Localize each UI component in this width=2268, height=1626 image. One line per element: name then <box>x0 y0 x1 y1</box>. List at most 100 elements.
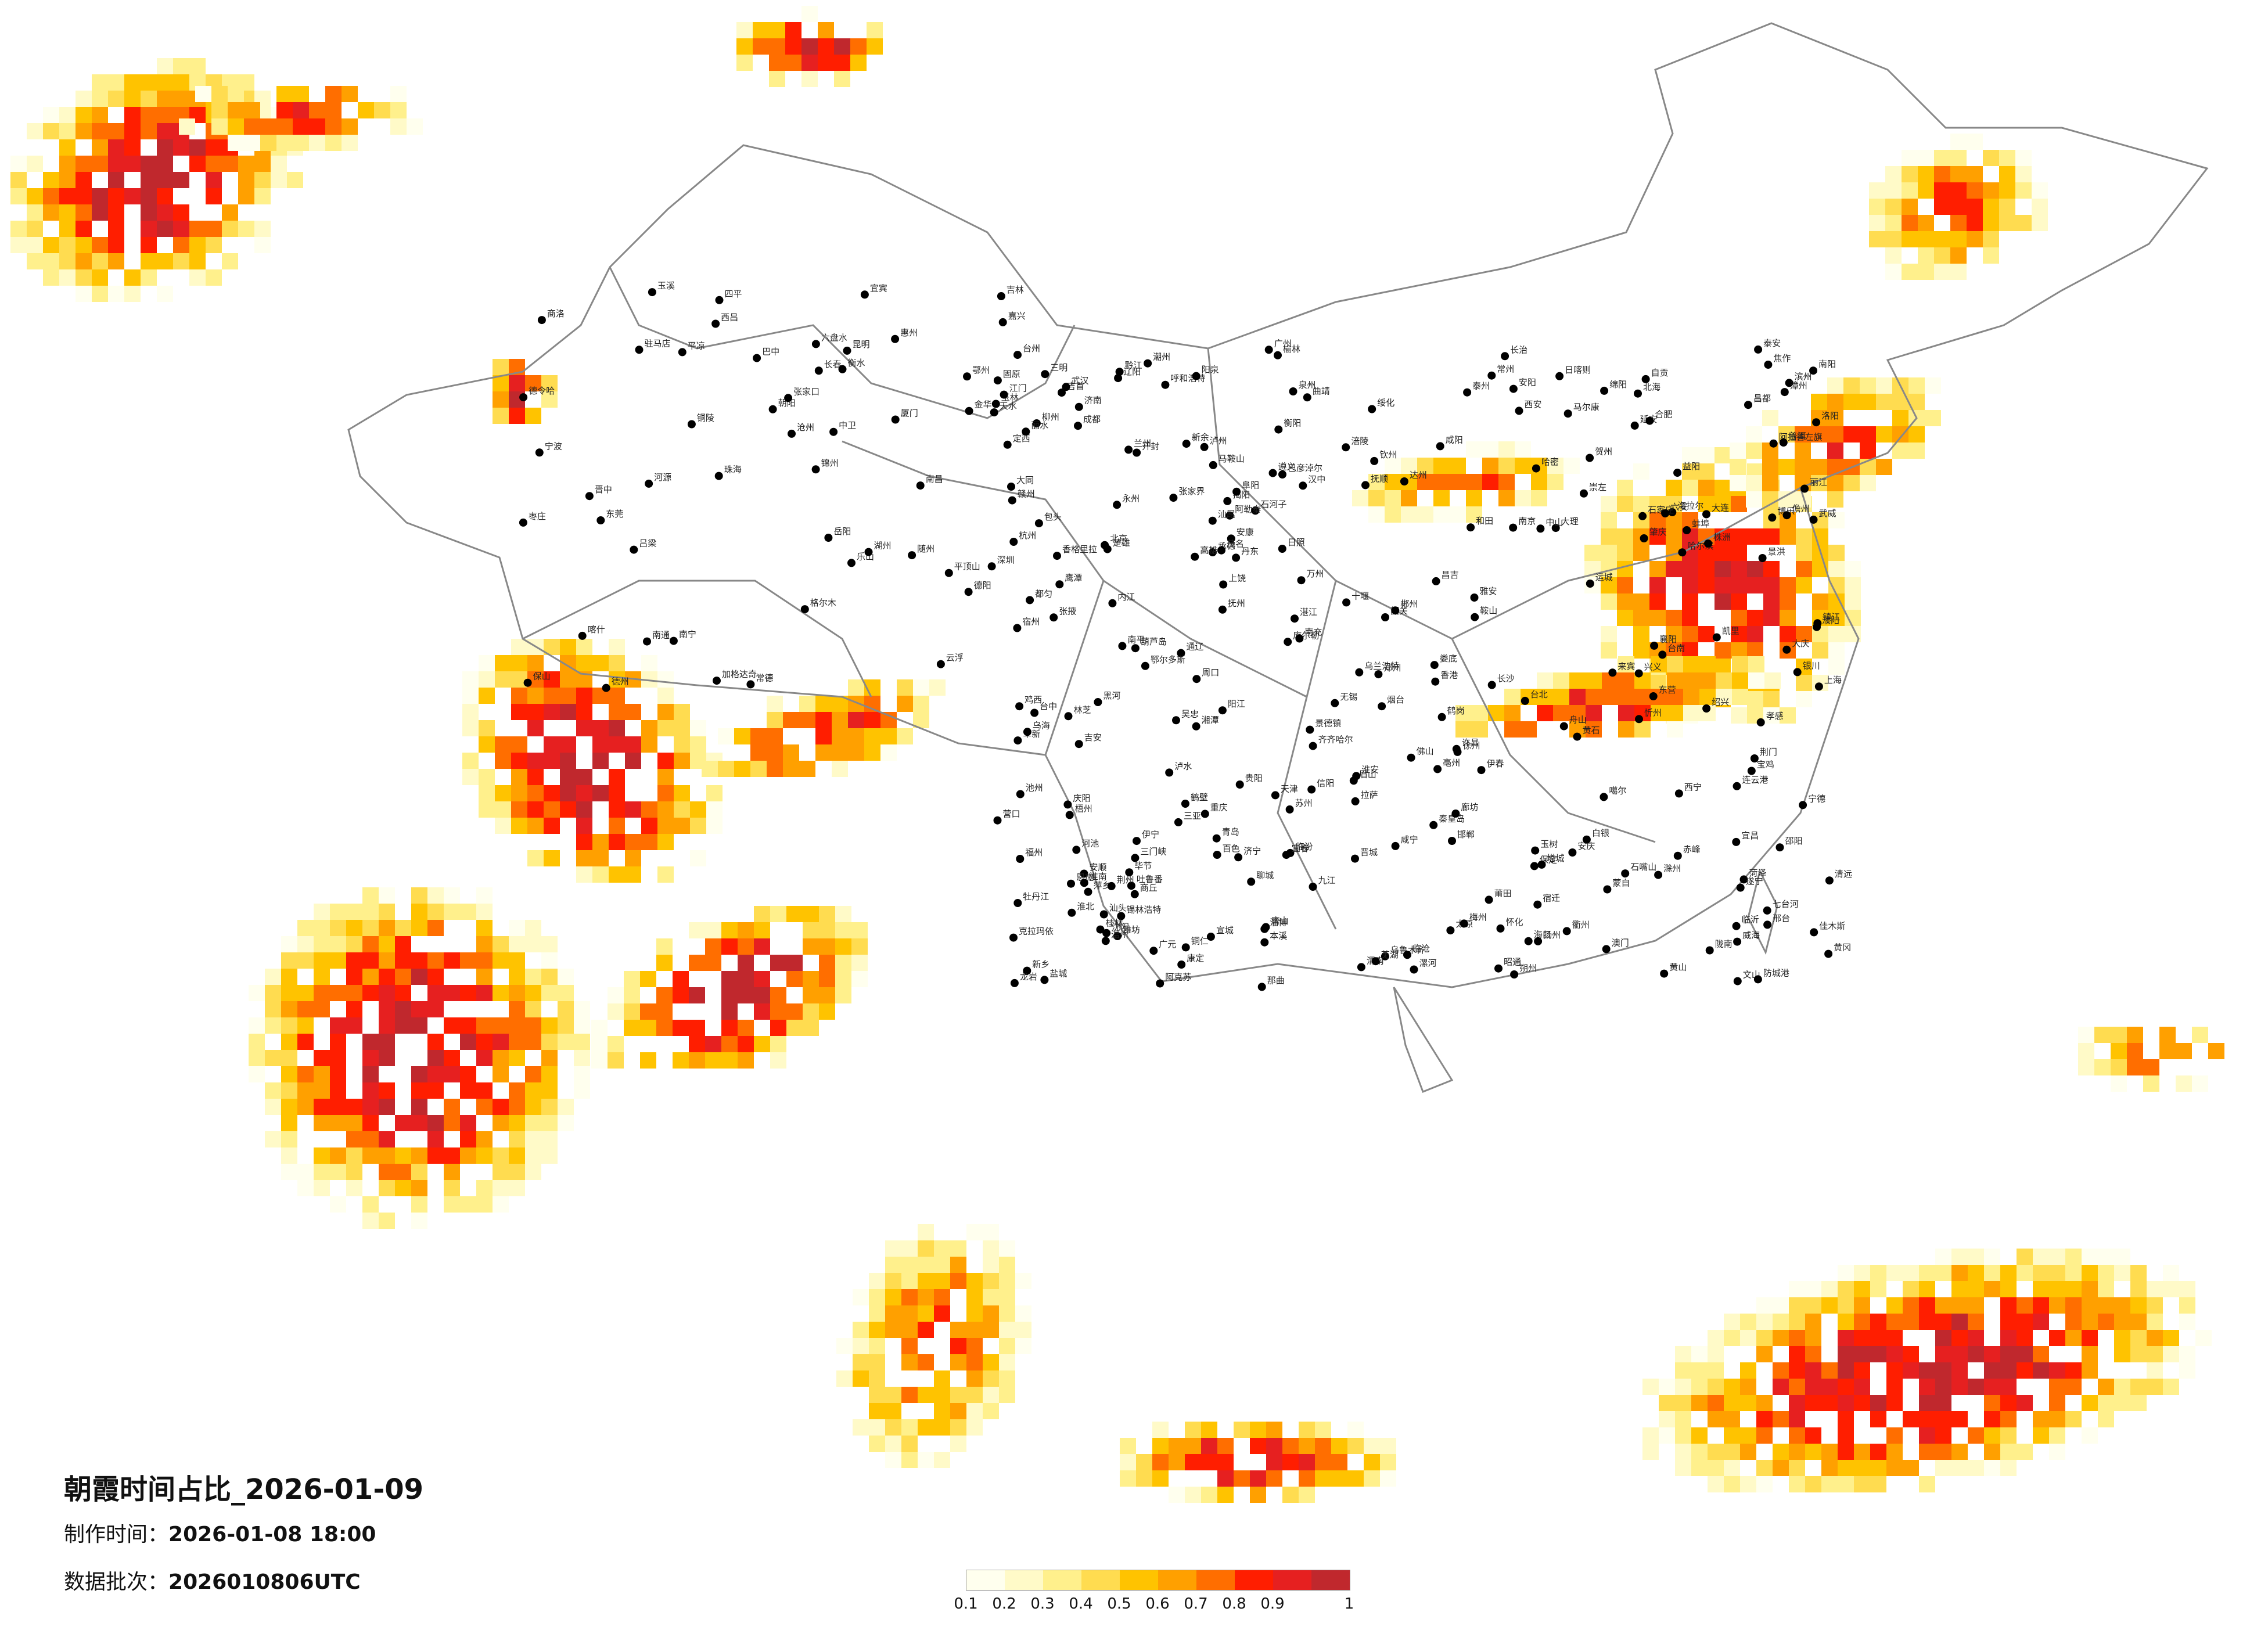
city-marker: 涪陵 <box>1342 436 1368 452</box>
city-marker: 广州 <box>1264 338 1292 354</box>
city-marker: 芜湖 <box>1371 949 1399 966</box>
city-marker: 萍乡 <box>1084 880 1111 896</box>
city-marker: 阿克苏 <box>1156 972 1191 988</box>
city-marker: 昆明 <box>843 339 870 355</box>
city-marker: 毕节 <box>1125 861 1152 877</box>
city-marker: 宝鸡 <box>1747 760 1774 775</box>
city-marker: 株洲 <box>1704 532 1731 548</box>
city-label: 滁州 <box>1663 864 1681 874</box>
city-marker: 忻州 <box>1635 707 1662 724</box>
city-label: 厦门 <box>901 408 918 419</box>
city-label: 绥化 <box>1377 398 1394 408</box>
city-marker: 六盘水 <box>811 332 847 348</box>
city-label: 平凉 <box>688 340 705 351</box>
legend-tick: 0.1 <box>954 1595 978 1613</box>
city-marker: 北海 <box>1634 382 1660 398</box>
city-label: 达州 <box>1410 470 1427 480</box>
city-marker: 珠海 <box>714 465 742 480</box>
city-label: 莆田 <box>1494 888 1512 898</box>
city-label: 信阳 <box>1317 778 1334 789</box>
city-label: 鹤岗 <box>1447 706 1465 716</box>
city-marker: 白银 <box>1582 828 1609 844</box>
city-label: 武汉 <box>1072 375 1089 386</box>
city-marker: 佛山 <box>1407 746 1434 762</box>
city-marker: 莆田 <box>1485 888 1512 904</box>
city-marker: 曲靖 <box>1303 386 1330 402</box>
city-marker: 舟山 <box>1559 715 1587 731</box>
city-label: 衡水 <box>848 358 865 368</box>
city-marker: 内江 <box>1108 592 1135 607</box>
city-label: 桂林 <box>1106 918 1123 929</box>
city-marker: 云浮 <box>936 653 964 668</box>
city-label: 宿州 <box>1022 617 1040 627</box>
city-label: 扬州 <box>1543 930 1561 940</box>
city-label: 驻马店 <box>645 338 671 348</box>
city-marker: 黑河 <box>1094 690 1120 706</box>
city-label: 抚顺 <box>1371 473 1388 484</box>
city-marker: 南宁 <box>669 629 696 645</box>
city-label: 咸阳 <box>1446 434 1463 445</box>
city-label: 百色 <box>1223 843 1240 854</box>
city-marker: 汉中 <box>1299 474 1325 490</box>
city-marker: 哈密 <box>1532 457 1559 473</box>
city-marker: 上饶 <box>1219 573 1246 589</box>
city-label: 温州 <box>1111 929 1128 940</box>
city-label: 荆州 <box>1117 875 1134 885</box>
city-marker: 河池 <box>1072 838 1099 854</box>
city-label: 鄂州 <box>972 365 990 375</box>
city-marker: 枣庄 <box>519 511 546 527</box>
city-label: 长春 <box>824 359 842 369</box>
city-label: 安顺 <box>1090 862 1107 873</box>
city-marker: 福州 <box>1016 847 1043 863</box>
city-marker: 绵阳 <box>1600 379 1627 395</box>
city-marker: 银川 <box>1793 660 1820 677</box>
city-marker: 湖州 <box>864 541 892 556</box>
city-label: 庆阳 <box>1073 793 1090 803</box>
city-label: 石河子 <box>1260 499 1286 509</box>
legend-swatch <box>1273 1570 1311 1590</box>
city-marker: 惠州 <box>891 328 918 343</box>
city-label: 衡阳 <box>1284 418 1301 429</box>
city-label: 宝鸡 <box>1757 760 1774 770</box>
city-label: 恩施 <box>1076 872 1094 883</box>
city-label: 汉中 <box>1308 474 1325 484</box>
city-marker: 乌鲁木齐 <box>1381 945 1425 961</box>
city-label: 芜湖 <box>1381 949 1399 960</box>
city-label: 湘潭 <box>1202 715 1219 725</box>
city-label: 格尔木 <box>810 598 836 608</box>
city-label: 牡丹江 <box>1023 891 1049 902</box>
city-marker: 伊春 <box>1477 758 1504 775</box>
city-marker: 郑州 <box>1374 663 1401 679</box>
city-marker: 西安 <box>1515 399 1542 415</box>
city-marker: 通辽 <box>1177 642 1203 657</box>
city-label: 通辽 <box>1186 642 1203 652</box>
city-label: 天津 <box>1281 783 1298 794</box>
city-label: 珠海 <box>724 465 742 475</box>
city-marker: 丹东 <box>1232 546 1259 562</box>
city-marker: 海拉尔 <box>1668 501 1703 516</box>
city-marker: 常州 <box>1487 364 1514 380</box>
city-label: 湖州 <box>874 541 892 551</box>
city-label: 广元 <box>1159 939 1176 949</box>
city-label: 潍坊 <box>1123 924 1140 935</box>
city-marker: 马尔康 <box>1563 402 1600 418</box>
city-label: 佳木斯 <box>1819 920 1845 931</box>
city-label: 鹰潭 <box>1065 573 1082 583</box>
city-marker: 黔江 <box>1115 360 1142 376</box>
city-label: 海拉尔 <box>1677 501 1703 511</box>
city-marker: 佳木斯 <box>1810 920 1845 937</box>
city-marker: 黄冈 <box>1824 942 1851 958</box>
city-marker: 鸡西 <box>1015 695 1042 711</box>
city-label: 清远 <box>1835 869 1852 879</box>
city-label: 晋城 <box>1360 847 1378 858</box>
city-marker: 衡水 <box>838 358 865 373</box>
city-label: 枣庄 <box>529 511 546 521</box>
city-label: 高雄 <box>1200 545 1217 556</box>
city-marker: 辽阳 <box>1114 366 1141 383</box>
city-marker: 西昌 <box>711 312 738 328</box>
city-label: 沈阳 <box>1112 922 1129 932</box>
city-label: 德州 <box>612 677 629 687</box>
city-label: 贵阳 <box>1245 773 1263 783</box>
batch-label: 数据批次： <box>64 1570 169 1594</box>
city-marker: 昭通 <box>1494 957 1521 973</box>
